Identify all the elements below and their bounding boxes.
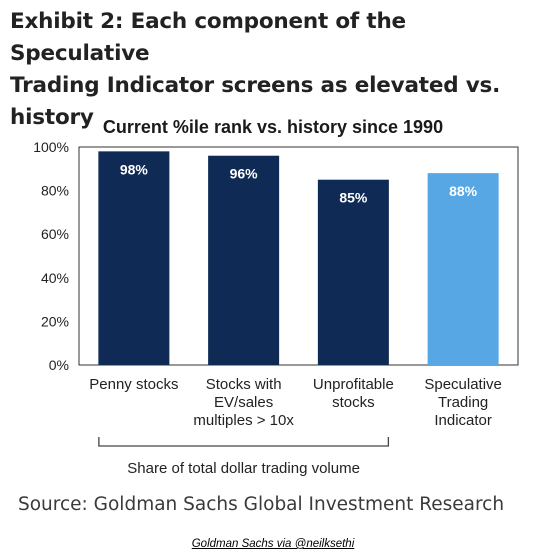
x-tick-label: Unprofitable (313, 376, 394, 393)
bar (98, 151, 170, 365)
x-tick-label: EV/sales (214, 394, 273, 411)
y-tick-label: 100% (33, 139, 69, 155)
x-tick-label: Stocks with (206, 376, 282, 393)
exhibit-title-line-1: Exhibit 2: Each component of the Specula… (10, 9, 406, 66)
chart-title: Current %ile rank vs. history since 1990 (102, 117, 444, 137)
y-tick-label: 40% (41, 270, 69, 286)
image-credit: Goldman Sachs via @neilksethi (191, 538, 355, 550)
data-label: 96% (230, 166, 259, 182)
y-tick-label: 60% (41, 226, 69, 242)
exhibit-title-line-2: Trading Indicator screens as elevated vs… (10, 73, 501, 130)
x-tick-label: Speculative (424, 376, 502, 393)
data-label: 88% (449, 183, 478, 199)
x-tick-label: Indicator (434, 412, 492, 429)
source-note: Source: Goldman Sachs Global Investment … (18, 494, 505, 515)
bar (208, 155, 280, 365)
bracket-line (98, 437, 390, 447)
x-tick-label: Penny stocks (89, 376, 178, 393)
exhibit-title: Exhibit 2: Each component of the Specula… (10, 6, 540, 134)
y-tick-label: 80% (41, 183, 69, 199)
x-tick-label: stocks (332, 394, 375, 411)
bar (427, 173, 499, 365)
x-tick-label: Trading (438, 394, 488, 411)
bracket-label: Share of total dollar trading volume (127, 460, 360, 477)
x-tick-label: multiples > 10x (193, 412, 294, 429)
data-label: 98% (120, 161, 149, 177)
y-tick-label: 20% (41, 313, 69, 329)
bar (317, 179, 389, 365)
data-label: 85% (339, 190, 368, 206)
plot-frame (78, 146, 519, 366)
y-tick-label: 0% (49, 357, 69, 373)
